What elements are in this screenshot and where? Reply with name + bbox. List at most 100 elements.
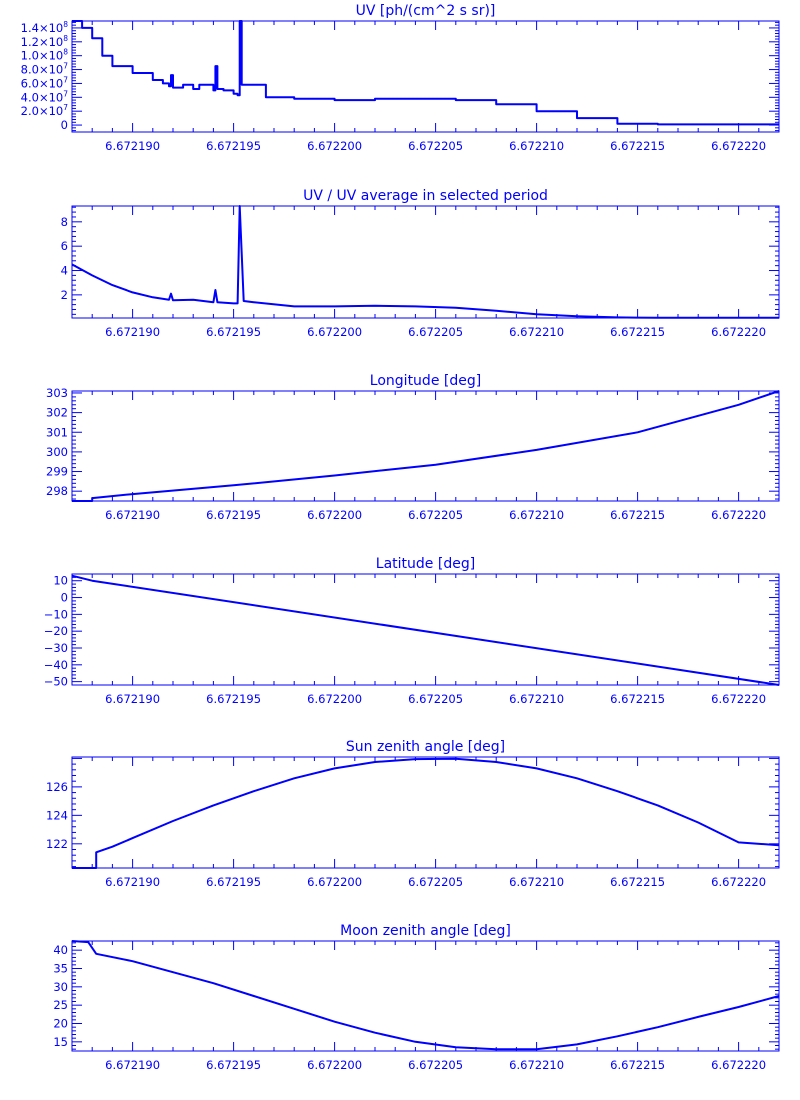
x-tick-label: 6.672195 bbox=[206, 692, 261, 706]
plot-frame bbox=[71, 390, 780, 502]
x-tick-label: 6.672200 bbox=[307, 508, 362, 522]
x-tick-label: 6.672200 bbox=[307, 139, 362, 153]
x-tick-label: 6.672205 bbox=[408, 508, 463, 522]
y-tick-label: 303 bbox=[46, 386, 68, 400]
panel-title: Sun zenith angle [deg] bbox=[346, 739, 505, 755]
y-tick-label: 124 bbox=[46, 808, 68, 822]
plot-frame bbox=[71, 940, 780, 1052]
y-tick-label: 35 bbox=[53, 962, 68, 976]
y-tick-label: 8.0×107 bbox=[21, 62, 69, 77]
x-tick-label: 6.672200 bbox=[307, 325, 362, 339]
y-tick-label: 1.2×108 bbox=[21, 34, 69, 49]
x-tick-label: 6.672220 bbox=[711, 508, 766, 522]
series-line bbox=[71, 940, 780, 1051]
x-tick-label: 6.672220 bbox=[711, 875, 766, 889]
x-tick-label: 6.672190 bbox=[105, 875, 160, 889]
y-tick-label: −10 bbox=[44, 607, 68, 621]
y-tick-label: 2.0×107 bbox=[21, 103, 69, 118]
panel-title: Moon zenith angle [deg] bbox=[340, 923, 511, 939]
x-tick-label: 6.672200 bbox=[307, 875, 362, 889]
x-tick-label: 6.672210 bbox=[509, 875, 564, 889]
x-tick-label: 6.672210 bbox=[509, 508, 564, 522]
x-tick-label: 6.672195 bbox=[206, 325, 261, 339]
y-tick-label: 122 bbox=[46, 837, 68, 851]
y-tick-label: −30 bbox=[44, 641, 68, 655]
plot-frame bbox=[71, 20, 780, 133]
y-tick-label: 10 bbox=[53, 574, 68, 588]
x-tick-label: 6.672210 bbox=[509, 1058, 564, 1072]
x-tick-label: 6.672210 bbox=[509, 325, 564, 339]
x-tick-label: 6.672220 bbox=[711, 325, 766, 339]
x-tick-label: 6.672215 bbox=[610, 875, 665, 889]
panel-title: UV / UV average in selected period bbox=[303, 188, 548, 204]
x-tick-label: 6.672190 bbox=[105, 139, 160, 153]
series-line bbox=[72, 757, 780, 869]
series-line bbox=[71, 205, 779, 319]
x-tick-label: 6.672220 bbox=[711, 692, 766, 706]
y-tick-label: 300 bbox=[46, 445, 68, 459]
x-tick-label: 6.672195 bbox=[206, 1058, 261, 1072]
x-tick-label: 6.672205 bbox=[408, 1058, 463, 1072]
y-tick-label: 299 bbox=[46, 465, 68, 479]
x-tick-label: 6.672220 bbox=[711, 1058, 766, 1072]
y-tick-label: 20 bbox=[53, 1017, 68, 1031]
y-tick-label: 0 bbox=[61, 118, 68, 132]
y-tick-label: 126 bbox=[46, 780, 68, 794]
y-tick-label: 1.4×108 bbox=[21, 20, 69, 35]
x-tick-label: 6.672200 bbox=[307, 1058, 362, 1072]
panel-5: Sun zenith angle [deg] 6.672190 6.672195 6.… bbox=[46, 739, 780, 889]
y-tick-label: 298 bbox=[46, 484, 68, 498]
x-tick-label: 6.672190 bbox=[105, 325, 160, 339]
x-tick-label: 6.672190 bbox=[105, 508, 160, 522]
x-tick-label: 6.672215 bbox=[610, 508, 665, 522]
panel-title: Latitude [deg] bbox=[376, 556, 475, 572]
y-tick-label: 4 bbox=[61, 264, 68, 278]
x-tick-label: 6.672215 bbox=[610, 1058, 665, 1072]
y-tick-label: 1.0×108 bbox=[21, 48, 69, 63]
y-tick-label: 4.0×107 bbox=[21, 89, 69, 104]
panel-1: UV [ph/(cm^2 s sr)] 6.672190 6.672195 6.672… bbox=[21, 3, 780, 153]
y-tick-label: −50 bbox=[44, 675, 68, 689]
x-tick-label: 6.672205 bbox=[408, 875, 463, 889]
y-tick-label: 301 bbox=[46, 425, 68, 439]
plot-frame bbox=[71, 205, 780, 319]
y-tick-label: 40 bbox=[53, 943, 68, 957]
plot-frame bbox=[71, 756, 780, 869]
y-tick-label: 302 bbox=[46, 406, 68, 420]
x-tick-label: 6.672195 bbox=[206, 875, 261, 889]
panel-title: UV [ph/(cm^2 s sr)] bbox=[356, 3, 496, 19]
y-tick-label: 2 bbox=[61, 288, 68, 302]
y-tick-label: −40 bbox=[44, 658, 68, 672]
y-tick-label: 15 bbox=[53, 1035, 68, 1049]
x-tick-label: 6.672210 bbox=[509, 139, 564, 153]
plot-frame bbox=[71, 573, 780, 686]
panel-6: Moon zenith angle [deg] 6.672190 6.672195 6… bbox=[53, 923, 780, 1072]
y-tick-label: 25 bbox=[53, 998, 68, 1012]
x-tick-label: 6.672195 bbox=[206, 508, 261, 522]
panel-3: Longitude [deg] 6.672190 6.672195 6.672200 6… bbox=[46, 373, 780, 522]
y-tick-label: 0 bbox=[61, 591, 68, 605]
x-tick-label: 6.672220 bbox=[711, 139, 766, 153]
x-tick-label: 6.672215 bbox=[610, 139, 665, 153]
panel-title: Longitude [deg] bbox=[370, 373, 481, 389]
x-tick-label: 6.672205 bbox=[408, 139, 463, 153]
series-line bbox=[71, 574, 780, 686]
x-tick-label: 6.672210 bbox=[509, 692, 564, 706]
panel-4: Latitude [deg] 6.672190 6.672195 6.672200 6.… bbox=[44, 556, 780, 706]
y-tick-label: 30 bbox=[53, 980, 68, 994]
y-tick-label: 6.0×107 bbox=[21, 75, 69, 90]
y-tick-label: 6 bbox=[61, 239, 68, 253]
panel-2: UV / UV average in selected period 6.6721… bbox=[61, 188, 780, 339]
x-tick-label: 6.672205 bbox=[408, 692, 463, 706]
x-tick-label: 6.672205 bbox=[408, 325, 463, 339]
x-tick-label: 6.672215 bbox=[610, 325, 665, 339]
y-tick-label: −20 bbox=[44, 624, 68, 638]
y-tick-label: 8 bbox=[61, 215, 68, 229]
x-tick-label: 6.672200 bbox=[307, 692, 362, 706]
x-tick-label: 6.672190 bbox=[105, 692, 160, 706]
x-tick-label: 6.672195 bbox=[206, 139, 261, 153]
series-line bbox=[72, 390, 780, 502]
x-tick-label: 6.672215 bbox=[610, 692, 665, 706]
x-tick-label: 6.672190 bbox=[105, 1058, 160, 1072]
